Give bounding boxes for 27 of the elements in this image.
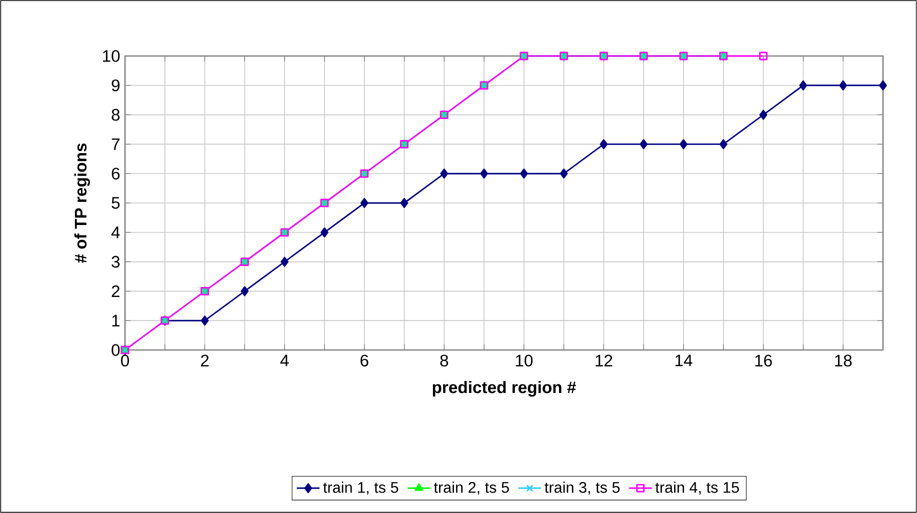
x-tick-label: 16 [755, 354, 772, 366]
y-tick-label: 9 [112, 80, 120, 92]
y-tick-label: 6 [112, 168, 120, 180]
x-tick-label: 6 [360, 354, 368, 366]
y-tick-label: 2 [112, 285, 120, 298]
legend-label: train 3, ts 5 [544, 482, 620, 495]
y-tick-label: 1 [112, 314, 120, 326]
y-tick-label: 10 [103, 50, 120, 62]
x-tick-label: 8 [440, 354, 448, 366]
x-tick-label: 18 [835, 354, 852, 366]
x-tick-label: 4 [280, 354, 289, 366]
x-tick-label: 0 [121, 354, 129, 366]
x-tick-label: 12 [596, 354, 612, 366]
x-tick-label: 14 [676, 354, 692, 366]
legend-label: train 1, ts 5 [323, 482, 398, 495]
y-tick-label: 4 [111, 226, 120, 238]
y-tick-label: 8 [112, 108, 120, 121]
x-axis-title: predicted region # [432, 380, 576, 397]
y-tick-label: 7 [112, 138, 120, 150]
y-tick-label: 3 [112, 256, 120, 268]
y-axis-title: # of TP regions [74, 143, 90, 263]
y-tick-label: 0 [112, 344, 120, 356]
legend-label: train 4, ts 15 [655, 482, 739, 495]
x-tick-label: 10 [516, 354, 533, 366]
x-tick-label: 2 [201, 354, 209, 366]
y-tick-label: 5 [112, 197, 120, 209]
legend-label: train 2, ts 5 [434, 482, 509, 495]
